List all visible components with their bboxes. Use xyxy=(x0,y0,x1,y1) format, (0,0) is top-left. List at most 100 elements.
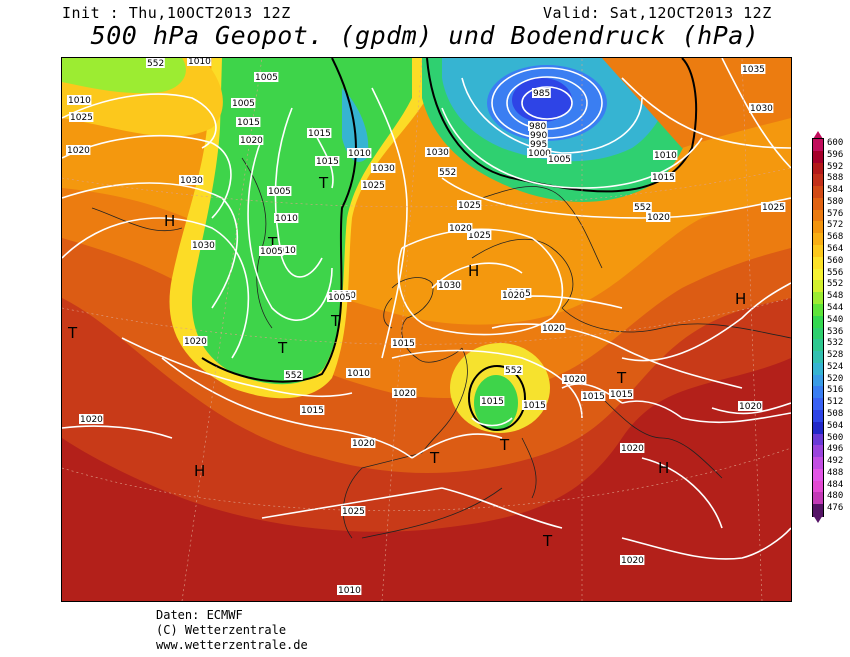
legend-level-label: 588 xyxy=(827,173,844,184)
legend-swatch xyxy=(813,445,823,458)
low-pressure-marker: T xyxy=(277,339,288,357)
legend-level-label: 560 xyxy=(827,255,844,266)
legend-swatch xyxy=(813,139,823,152)
contour-552-label: 552 xyxy=(634,203,651,213)
legend-level-label: 480 xyxy=(827,491,844,502)
isobar-label-box xyxy=(425,147,450,157)
legend-level-label: 592 xyxy=(827,161,844,172)
legend-swatch xyxy=(813,492,823,505)
isobar-label-box xyxy=(438,167,457,177)
isobar-label: 1015 xyxy=(301,406,324,416)
isobar-label-box xyxy=(633,202,652,212)
contour-552-north xyxy=(426,58,698,193)
isobar-label-box xyxy=(437,280,462,290)
legend-swatch xyxy=(813,327,823,340)
isobar-label: 1020 xyxy=(621,444,644,454)
legend-swatch xyxy=(813,433,823,446)
legend-swatch xyxy=(813,315,823,328)
isobar-label-box xyxy=(448,223,473,233)
isobar-label-box xyxy=(527,148,552,158)
valid-time: Valid: Sat,12OCT2013 12Z xyxy=(543,4,772,22)
isobar-label-box xyxy=(337,585,362,595)
credits-website-link[interactable]: www.wetterzentrale.de xyxy=(156,638,308,652)
isobar-label-box xyxy=(761,202,786,212)
legend-level-label: 520 xyxy=(827,373,844,384)
isobar-label-box xyxy=(620,443,645,453)
credits-copyright: (C) Wetterzentrale xyxy=(156,623,287,637)
low-pressure-marker: T xyxy=(429,449,440,467)
high-pressure-marker: H xyxy=(194,462,205,480)
isobar-label-box xyxy=(651,172,676,182)
isobar-label-box xyxy=(300,405,325,415)
low-pressure-marker: T xyxy=(499,436,510,454)
isobar-label: 1015 xyxy=(237,118,260,128)
isobar-label-box xyxy=(272,245,297,255)
isobar-label: 1010 xyxy=(188,58,211,67)
legend-swatch xyxy=(813,186,823,199)
legend-level-label: 552 xyxy=(827,279,844,290)
legend-level-label: 568 xyxy=(827,232,844,243)
isobar-label: 1030 xyxy=(750,104,773,114)
isobar-label-box xyxy=(254,72,279,82)
isobar-label: 1035 xyxy=(742,65,765,75)
isobar-label-box xyxy=(361,180,386,190)
isobar-label-box xyxy=(529,139,548,149)
isobar-label-box xyxy=(562,374,587,384)
low-pressure-marker: T xyxy=(67,324,78,342)
isobar-label-box xyxy=(351,438,376,448)
legend-level-label: 548 xyxy=(827,291,844,302)
isobar-label-box xyxy=(239,135,264,145)
legend-level-label: 580 xyxy=(827,196,844,207)
isobar-label: 980 xyxy=(529,122,546,132)
isobar-label-box xyxy=(347,148,372,158)
legend-level-label: 484 xyxy=(827,479,844,490)
isobar-label: 1025 xyxy=(468,231,491,241)
isobar-label: 1025 xyxy=(762,203,785,213)
legend-level-label: 584 xyxy=(827,185,844,196)
isobar-label-box xyxy=(231,98,256,108)
isobar-label-box xyxy=(547,154,572,164)
isobar-label: 1020 xyxy=(67,146,90,156)
legend-bottom-arrow xyxy=(813,515,823,523)
legend-level-label: 536 xyxy=(827,326,844,337)
isobar-label: 1010 xyxy=(275,214,298,224)
isobar-label: 1010 xyxy=(654,151,677,161)
isobar-label: 1020 xyxy=(739,402,762,412)
isobar-label-box xyxy=(581,391,606,401)
isobar-label: 1010 xyxy=(68,96,91,106)
low-pressure-marker: T xyxy=(542,532,553,550)
isobar-label-box xyxy=(646,212,671,222)
legend-swatch xyxy=(813,162,823,175)
legend-swatch xyxy=(813,268,823,281)
init-time: Init : Thu,10OCT2013 12Z xyxy=(62,4,291,22)
isobar-label: 990 xyxy=(530,131,547,141)
legend-level-label: 476 xyxy=(827,503,844,514)
legend-swatch xyxy=(813,421,823,435)
isobar-label: 1030 xyxy=(180,176,203,186)
legend-swatch xyxy=(813,303,823,317)
legend-swatch xyxy=(813,409,823,423)
legend-swatch xyxy=(813,457,823,470)
isobar-label: 1020 xyxy=(449,224,472,234)
low-pressure-marker: T xyxy=(318,174,329,192)
legend-swatch xyxy=(813,386,823,399)
legend-swatch xyxy=(813,209,823,222)
legend-level-label: 512 xyxy=(827,397,844,408)
legend-swatch xyxy=(813,339,823,352)
legend-swatch xyxy=(813,504,823,517)
legend-level-label: 492 xyxy=(827,456,844,467)
legend-level-label: 488 xyxy=(827,467,844,478)
legend-level-label: 508 xyxy=(827,408,844,419)
chart-title: 500 hPa Geopot. (gpdm) und Bodendruck (h… xyxy=(90,21,760,50)
isobar-label: 1025 xyxy=(342,507,365,517)
isobar-label: 1030 xyxy=(438,281,461,291)
credits-data-source: Daten: ECMWF xyxy=(156,608,243,622)
low-pressure-marker: T xyxy=(267,234,278,252)
isobar-label: 1005 xyxy=(260,247,283,257)
low-pressure-marker: T xyxy=(330,312,341,330)
legend-level-label: 572 xyxy=(827,220,844,231)
isobar-label-box xyxy=(749,103,774,113)
contour-552-label: 552 xyxy=(505,366,522,376)
legend-swatch xyxy=(813,398,823,411)
isobar-label: 1025 xyxy=(458,201,481,211)
